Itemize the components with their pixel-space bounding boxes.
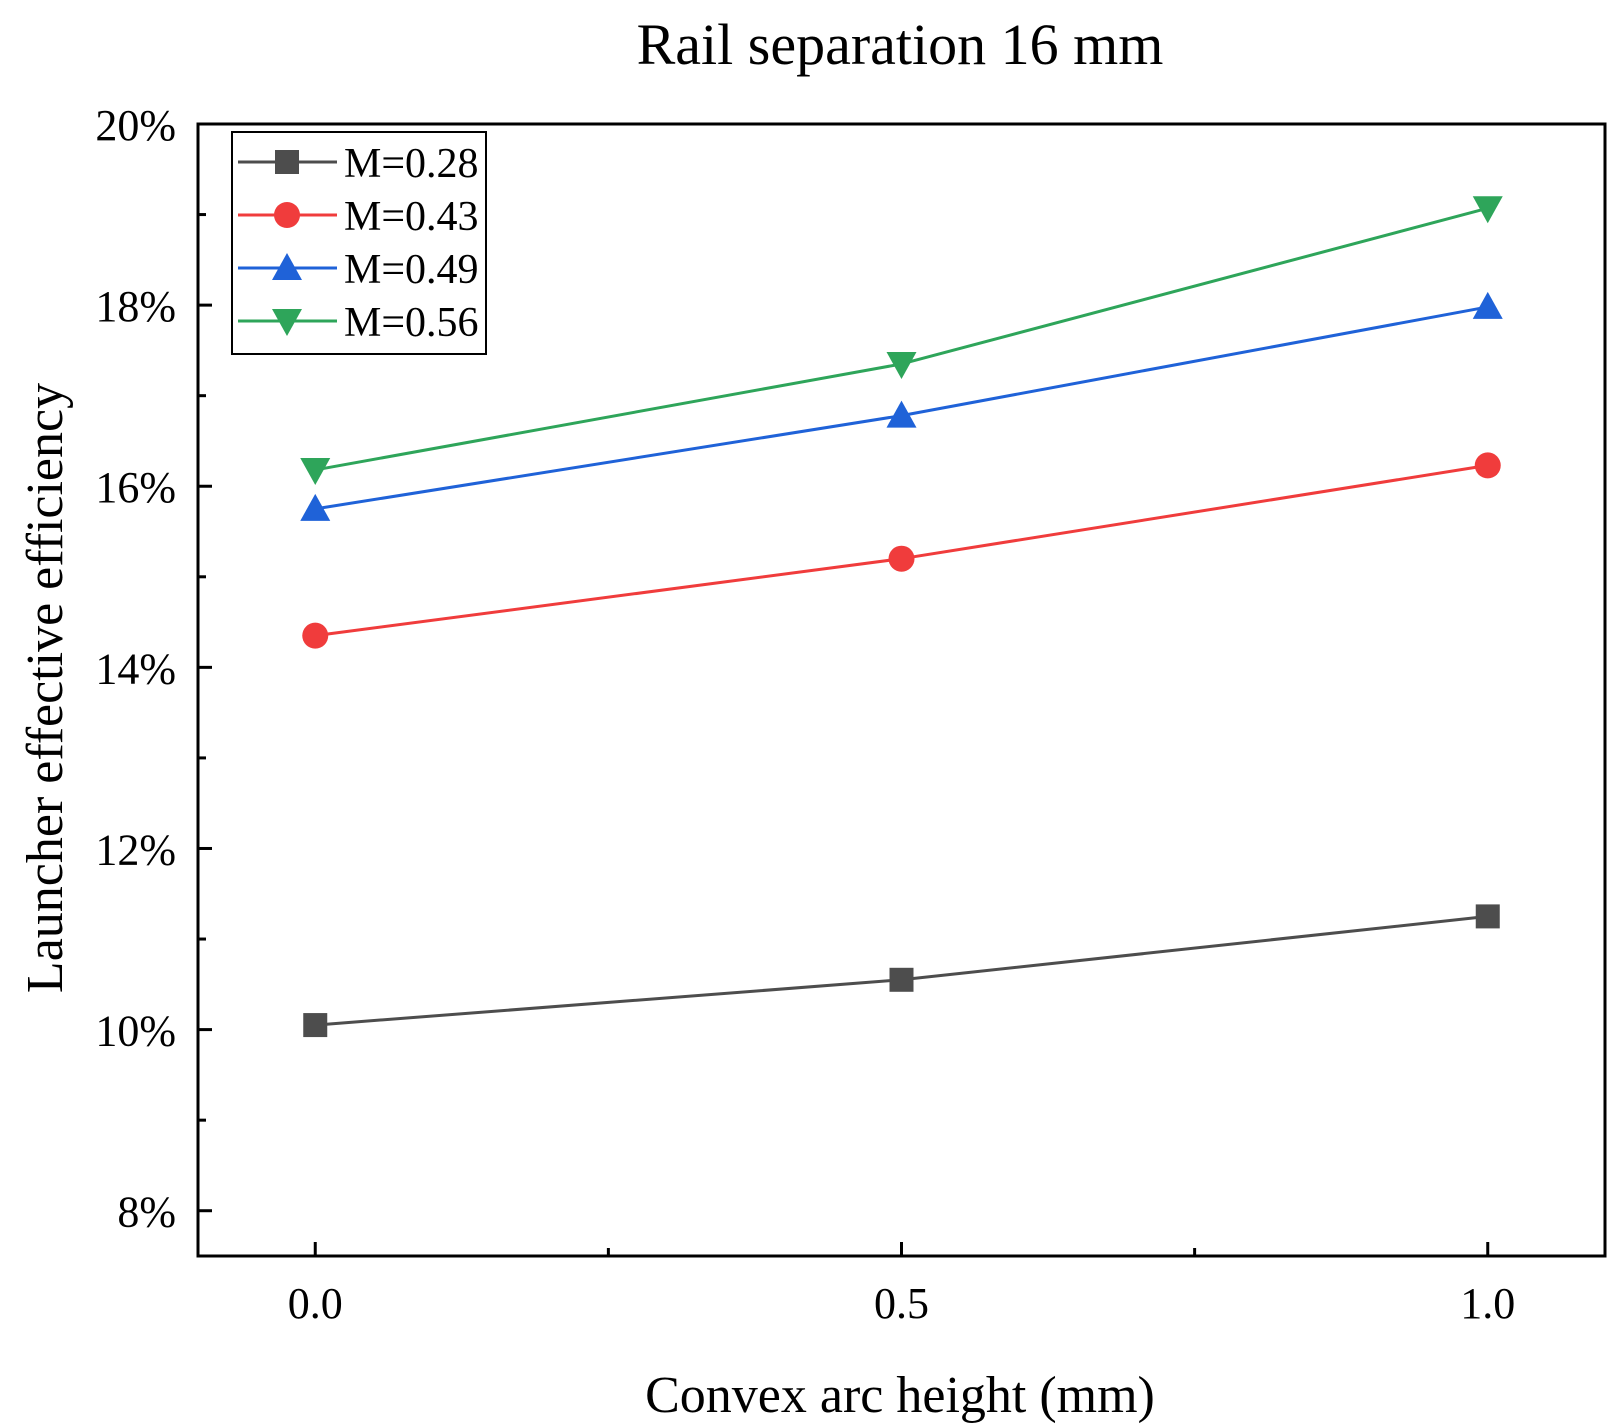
y-tick-label: 8%: [117, 1188, 176, 1237]
data-point-0: [1475, 904, 1500, 929]
chart-title: Rail separation 16 mm: [637, 12, 1164, 77]
data-point-3: [1472, 196, 1503, 224]
legend-label: M=0.56: [344, 300, 479, 346]
data-point-2: [300, 493, 331, 521]
data-point-1: [1474, 452, 1501, 479]
legend-marker: [272, 309, 302, 336]
data-point-3: [300, 457, 331, 485]
y-tick-label: 14%: [95, 644, 176, 693]
x-axis-label: Convex arc height (mm): [645, 1367, 1155, 1424]
data-point-3: [886, 351, 917, 379]
legend-box: [231, 131, 487, 355]
data-point-2: [886, 400, 917, 428]
y-tick-label: 12%: [95, 825, 176, 874]
data-point-0: [303, 1013, 328, 1038]
y-tick-label: 20%: [95, 101, 176, 150]
legend-label: M=0.28: [344, 141, 479, 187]
data-point-1: [302, 622, 329, 649]
legend-label: M=0.43: [344, 194, 479, 240]
legend: M=0.28 M=0.43 M=0.49 M=0.56: [231, 131, 487, 355]
y-tick-label: 18%: [95, 282, 176, 331]
data-point-2: [1472, 291, 1503, 319]
data-point-1: [888, 545, 915, 572]
plot-area: 8% 10% 12% 14% 16% 18% 20% 0.0 0.5 1.0: [95, 101, 1607, 1328]
y-axis-label: Launcher effective efficiency: [17, 383, 74, 993]
y-tick-label: 16%: [95, 463, 176, 512]
x-tick-label: 0.0: [288, 1279, 343, 1328]
x-tick-label: 1.0: [1460, 1279, 1515, 1328]
y-tick-label: 10%: [95, 1007, 176, 1056]
legend-label: M=0.49: [344, 247, 479, 293]
x-tick-label: 0.5: [874, 1279, 929, 1328]
legend-marker: [272, 253, 302, 280]
legend-marker: [275, 150, 299, 174]
data-point-0: [889, 967, 914, 992]
legend-marker: [274, 202, 300, 228]
